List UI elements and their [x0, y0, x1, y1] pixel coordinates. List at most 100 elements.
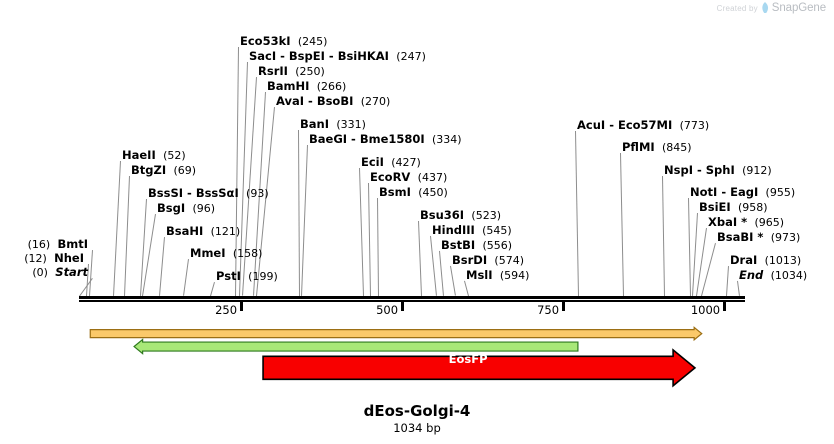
enzyme-name: EagI — [730, 185, 759, 199]
enzyme-site-label: PflMI (845) — [622, 141, 692, 154]
enzyme-name-separator: - — [605, 118, 618, 132]
enzyme-name: HindIII — [432, 223, 475, 237]
enzyme-leader-line — [418, 220, 422, 296]
ruler-tick-label: 250 — [215, 303, 238, 317]
enzyme-site-position: (594) — [499, 269, 530, 282]
enzyme-site-label: BsmI (450) — [379, 186, 448, 199]
enzyme-leader-line — [662, 175, 665, 296]
enzyme-name: BstBI — [441, 238, 476, 252]
backbone-bottom-line — [79, 300, 745, 302]
enzyme-site-label: RsrII (250) — [258, 65, 325, 78]
enzyme-site-label: BaeGI - Bme1580I (334) — [309, 133, 462, 146]
ruler-tick-mark — [723, 302, 727, 311]
enzyme-name: BsgI — [157, 201, 186, 215]
enzyme-site-label: (12) NheI — [0, 252, 84, 265]
enzyme-site-position: (93) — [246, 187, 269, 200]
enzyme-site-label: BsiEI (958) — [699, 201, 768, 214]
enzyme-site-position: (16) — [27, 238, 51, 251]
enzyme-site-position: (574) — [494, 254, 525, 267]
enzyme-name: BsaBI * — [717, 230, 764, 244]
enzyme-name: BsiHKAI — [337, 49, 389, 63]
enzyme-site-position: (1013) — [764, 254, 802, 267]
enzyme-site-label: (16) BmtI — [0, 238, 88, 251]
enzyme-name-separator: - — [276, 49, 289, 63]
enzyme-leader-line — [124, 176, 130, 297]
enzyme-leader-line — [301, 145, 308, 297]
enzyme-leader-line — [726, 266, 729, 297]
enzyme-name: EciI — [361, 155, 384, 169]
enzyme-name: End — [739, 268, 764, 282]
enzyme-site-position: (773) — [679, 119, 710, 132]
enzyme-leader-line — [210, 282, 215, 297]
enzyme-name-separator: - — [717, 185, 731, 199]
enzyme-name: NotI — [690, 185, 718, 199]
enzyme-site-label: (0) Start — [0, 266, 88, 279]
enzyme-name-separator: - — [304, 94, 317, 108]
enzyme-site-position: (523) — [471, 209, 501, 222]
enzyme-site-position: (158) — [232, 247, 263, 260]
enzyme-name: XbaI * — [708, 215, 748, 229]
enzyme-site-position: (69) — [173, 164, 197, 177]
enzyme-site-label: Bsu36I (523) — [420, 209, 501, 222]
enzyme-name: NheI — [54, 251, 84, 265]
enzyme-name: AvaI — [276, 94, 305, 108]
enzyme-name: BssSI — [148, 186, 184, 200]
green-feature-arrow[interactable] — [133, 338, 579, 355]
enzyme-name-separator: - — [183, 186, 196, 200]
enzyme-name: BanI — [300, 117, 329, 131]
enzyme-name: Eco57MI — [617, 118, 673, 132]
enzyme-site-position: (450) — [418, 186, 448, 199]
enzyme-name: Start — [55, 265, 88, 279]
enzyme-site-position: (556) — [482, 239, 513, 252]
enzyme-site-label: PstI (199) — [216, 270, 278, 283]
enzyme-site-position: (427) — [391, 156, 421, 169]
enzyme-name: BsoBI — [316, 94, 354, 108]
enzyme-site-position: (0) — [32, 266, 48, 279]
enzyme-site-label: MslI (594) — [466, 269, 529, 282]
sequence-length-label: 1034 bp — [393, 421, 441, 435]
enzyme-site-label: NotI - EagI (955) — [690, 186, 795, 199]
orange-backbone-arrow[interactable] — [89, 326, 703, 342]
enzyme-leader-line — [575, 130, 579, 296]
ruler-tick-mark — [401, 302, 405, 311]
enzyme-name: BaeGI — [309, 132, 348, 146]
enzyme-site-label: BstBI (556) — [441, 239, 512, 252]
enzyme-site-position: (199) — [248, 270, 278, 283]
ruler-tick-label: 1000 — [690, 303, 721, 317]
eosfp-gene-arrow[interactable] — [262, 346, 697, 388]
backbone-top-line — [79, 296, 745, 299]
enzyme-site-label: BtgZI (69) — [131, 164, 196, 177]
enzyme-leader-line — [113, 161, 121, 297]
snapgene-watermark: Created by SnapGene — [717, 2, 826, 14]
enzyme-leader-line — [439, 250, 444, 296]
enzyme-name: NspI — [664, 163, 693, 177]
enzyme-name: Bme1580I — [359, 132, 425, 146]
ruler-tick-label: 500 — [376, 303, 399, 317]
watermark-brand-label: SnapGene — [771, 2, 826, 14]
enzyme-site-position: (266) — [316, 80, 347, 93]
enzyme-name: BmtI — [57, 237, 88, 251]
enzyme-name: BsaHI — [166, 224, 204, 238]
enzyme-name: SphI — [705, 163, 735, 177]
enzyme-name: EcoRV — [370, 170, 411, 184]
enzyme-leader-line — [688, 197, 691, 296]
enzyme-name-separator: - — [347, 132, 360, 146]
enzyme-site-position: (437) — [417, 171, 448, 184]
enzyme-site-position: (331) — [336, 118, 366, 131]
enzyme-site-position: (245) — [297, 35, 328, 48]
enzyme-leader-line — [430, 235, 437, 296]
enzyme-site-label: AvaI - BsoBI (270) — [276, 95, 390, 108]
enzyme-site-label: EcoRV (437) — [370, 171, 447, 184]
ruler-tick-mark — [562, 302, 566, 311]
ruler-tick-mark — [240, 302, 244, 311]
enzyme-site-label: HaeII (52) — [122, 149, 186, 162]
enzyme-leader-line — [183, 259, 189, 297]
enzyme-name: MslI — [466, 268, 493, 282]
enzyme-site-position: (334) — [431, 133, 462, 146]
enzyme-name: MmeI — [190, 246, 226, 260]
enzyme-site-position: (955) — [765, 186, 796, 199]
enzyme-site-label: SacI - BspEI - BsiHKAI (247) — [249, 50, 426, 63]
enzyme-site-label: BsgI (96) — [157, 202, 215, 215]
enzyme-name: BsiEI — [699, 200, 731, 214]
enzyme-site-position: (270) — [360, 95, 391, 108]
